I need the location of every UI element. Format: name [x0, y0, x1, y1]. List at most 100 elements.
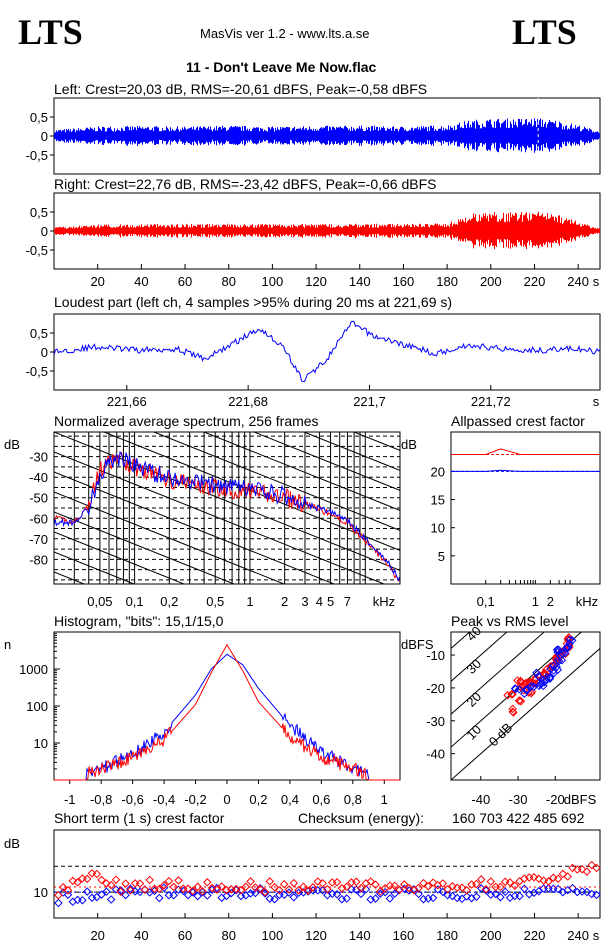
short-crest-right-point	[592, 863, 601, 873]
short-crest-xtick-label: 60	[178, 928, 192, 943]
short-crest-right-point	[558, 869, 568, 879]
short-crest-right-point	[308, 883, 318, 892]
checksum-label: Checksum (energy):	[298, 810, 425, 826]
short-crest-right-point	[332, 877, 342, 887]
peak-rms-diag-label: 40	[463, 623, 484, 644]
histogram-xtick-label: 0,2	[249, 792, 267, 807]
histogram-xtick-label: -1	[64, 792, 76, 807]
right-wave-caption: Right: Crest=22,76 dB, RMS=-23,42 dBFS, …	[54, 176, 437, 192]
spectrum-ytick-label: -60	[29, 511, 48, 526]
short-crest-left-point	[121, 890, 130, 900]
histogram-xtick-label: 0,8	[344, 792, 362, 807]
histogram-xtick-label: 1	[381, 792, 388, 807]
peak-rms-right-point	[516, 677, 526, 687]
short-crest-right-point	[155, 884, 164, 894]
peak-rms-ylabel: dBFS	[401, 637, 434, 652]
short-crest-left-point	[203, 891, 212, 900]
time-xtick-label: 100	[262, 274, 284, 289]
short-crest-right-point	[491, 882, 500, 892]
short-crest-right-point	[212, 885, 222, 894]
spectrum-ytick-label: -30	[29, 450, 48, 465]
short-crest-right-point	[385, 881, 395, 890]
short-crest-right-point	[73, 878, 82, 887]
spectrum-xtick-label: 0,1	[126, 594, 144, 609]
short-crest-xtick-label: 220	[524, 928, 546, 943]
short-crest-right-point	[294, 885, 303, 895]
short-crest-xtick-label: 180	[436, 928, 458, 943]
short-crest-right-point	[275, 885, 284, 895]
short-crest-left-point	[155, 893, 164, 903]
short-crest-right-point	[63, 886, 73, 895]
crest-allpass-right-line	[451, 448, 600, 455]
left-wave-ytick-label: 0	[41, 129, 48, 144]
peak-rms-left-point	[567, 636, 577, 645]
peak-rms-left-point	[511, 684, 520, 694]
short-crest-xtick-label: 120	[305, 928, 327, 943]
short-crest-right-point	[573, 865, 582, 874]
crest-allpass-ylabel: dB	[401, 437, 417, 452]
spectrum-xtick-label: 5	[327, 594, 334, 609]
short-crest-right-point	[217, 882, 226, 891]
histogram-xtick-label: -0,8	[90, 792, 112, 807]
peak-rms-left-point	[562, 642, 572, 652]
short-crest-xtick-label: 100	[262, 928, 284, 943]
short-crest-right-point	[140, 885, 150, 894]
short-crest-left-point	[294, 888, 303, 898]
short-crest-right-point	[366, 877, 375, 886]
loudest-ytick-label: -0,5	[26, 364, 48, 379]
crest-allpass-xtick-label: 1	[532, 594, 539, 609]
loudest-xtick-label: 221,72	[471, 394, 511, 409]
peak-rms-left-point	[535, 673, 544, 682]
loudest-frame	[53, 313, 601, 391]
spectrum-slope-line	[352, 432, 400, 451]
short-crest-caption: Short term (1 s) crest factor	[54, 810, 225, 826]
crest-allpass-ytick-label: 20	[431, 464, 445, 479]
crest-allpass-xunit: kHz	[576, 594, 598, 609]
spectrum-ytick-label: -50	[29, 491, 48, 506]
short-crest-left-point	[544, 884, 553, 893]
short-crest-right-point	[376, 887, 385, 896]
short-crest-left-point	[515, 891, 524, 901]
peak-rms-right-point	[540, 669, 550, 678]
spectrum-xtick-label: 7	[344, 594, 351, 609]
spectrum-left-trace	[54, 450, 400, 582]
spectrum-frame	[53, 431, 401, 585]
short-crest-right-point	[246, 877, 255, 886]
loudest-ytick-label: 0	[41, 345, 48, 360]
short-crest-right-point	[496, 882, 505, 892]
spectrum-xtick-label: 0,5	[206, 594, 224, 609]
short-crest-left-point	[568, 883, 577, 893]
right-wave-trace	[54, 211, 600, 250]
histogram-xtick-label: 0	[223, 792, 230, 807]
short-crest-left-point	[78, 895, 87, 905]
spectrum-slope-line	[54, 632, 400, 770]
time-xtick-label: 60	[178, 274, 192, 289]
spectrum-ytick-label: -70	[29, 532, 48, 547]
short-crest-left-point	[500, 887, 510, 897]
spectrum-slope-line	[54, 471, 336, 584]
short-crest-left-point	[549, 884, 558, 893]
short-crest-left-point	[82, 887, 92, 896]
short-crest-right-point	[582, 867, 592, 876]
short-crest-frame	[53, 829, 601, 919]
peak-rms-ytick-label: -30	[426, 714, 445, 729]
peak-rms-left-point	[542, 675, 551, 684]
short-crest-left-point	[188, 888, 198, 897]
short-crest-right-point	[452, 883, 462, 892]
short-crest-right-point	[265, 877, 275, 886]
loudest-caption: Loudest part (left ch, 4 samples >95% du…	[54, 294, 453, 310]
spectrum-xtick-label: 3	[301, 594, 308, 609]
logo-left: LTS	[18, 12, 83, 52]
short-crest-right-point	[169, 882, 178, 892]
peak-rms-xtick-label: -20	[546, 792, 565, 807]
logo-right: LTS	[512, 12, 577, 52]
short-crest-right-point	[318, 879, 327, 888]
short-crest-right-point	[467, 880, 476, 889]
short-crest-xtick-label: 140	[349, 928, 371, 943]
time-xtick-label: 20	[90, 274, 104, 289]
short-crest-left-point	[592, 890, 601, 900]
short-crest-right-point	[193, 882, 202, 892]
short-crest-ytick-label: 10	[34, 885, 48, 900]
short-crest-left-point	[275, 890, 284, 900]
